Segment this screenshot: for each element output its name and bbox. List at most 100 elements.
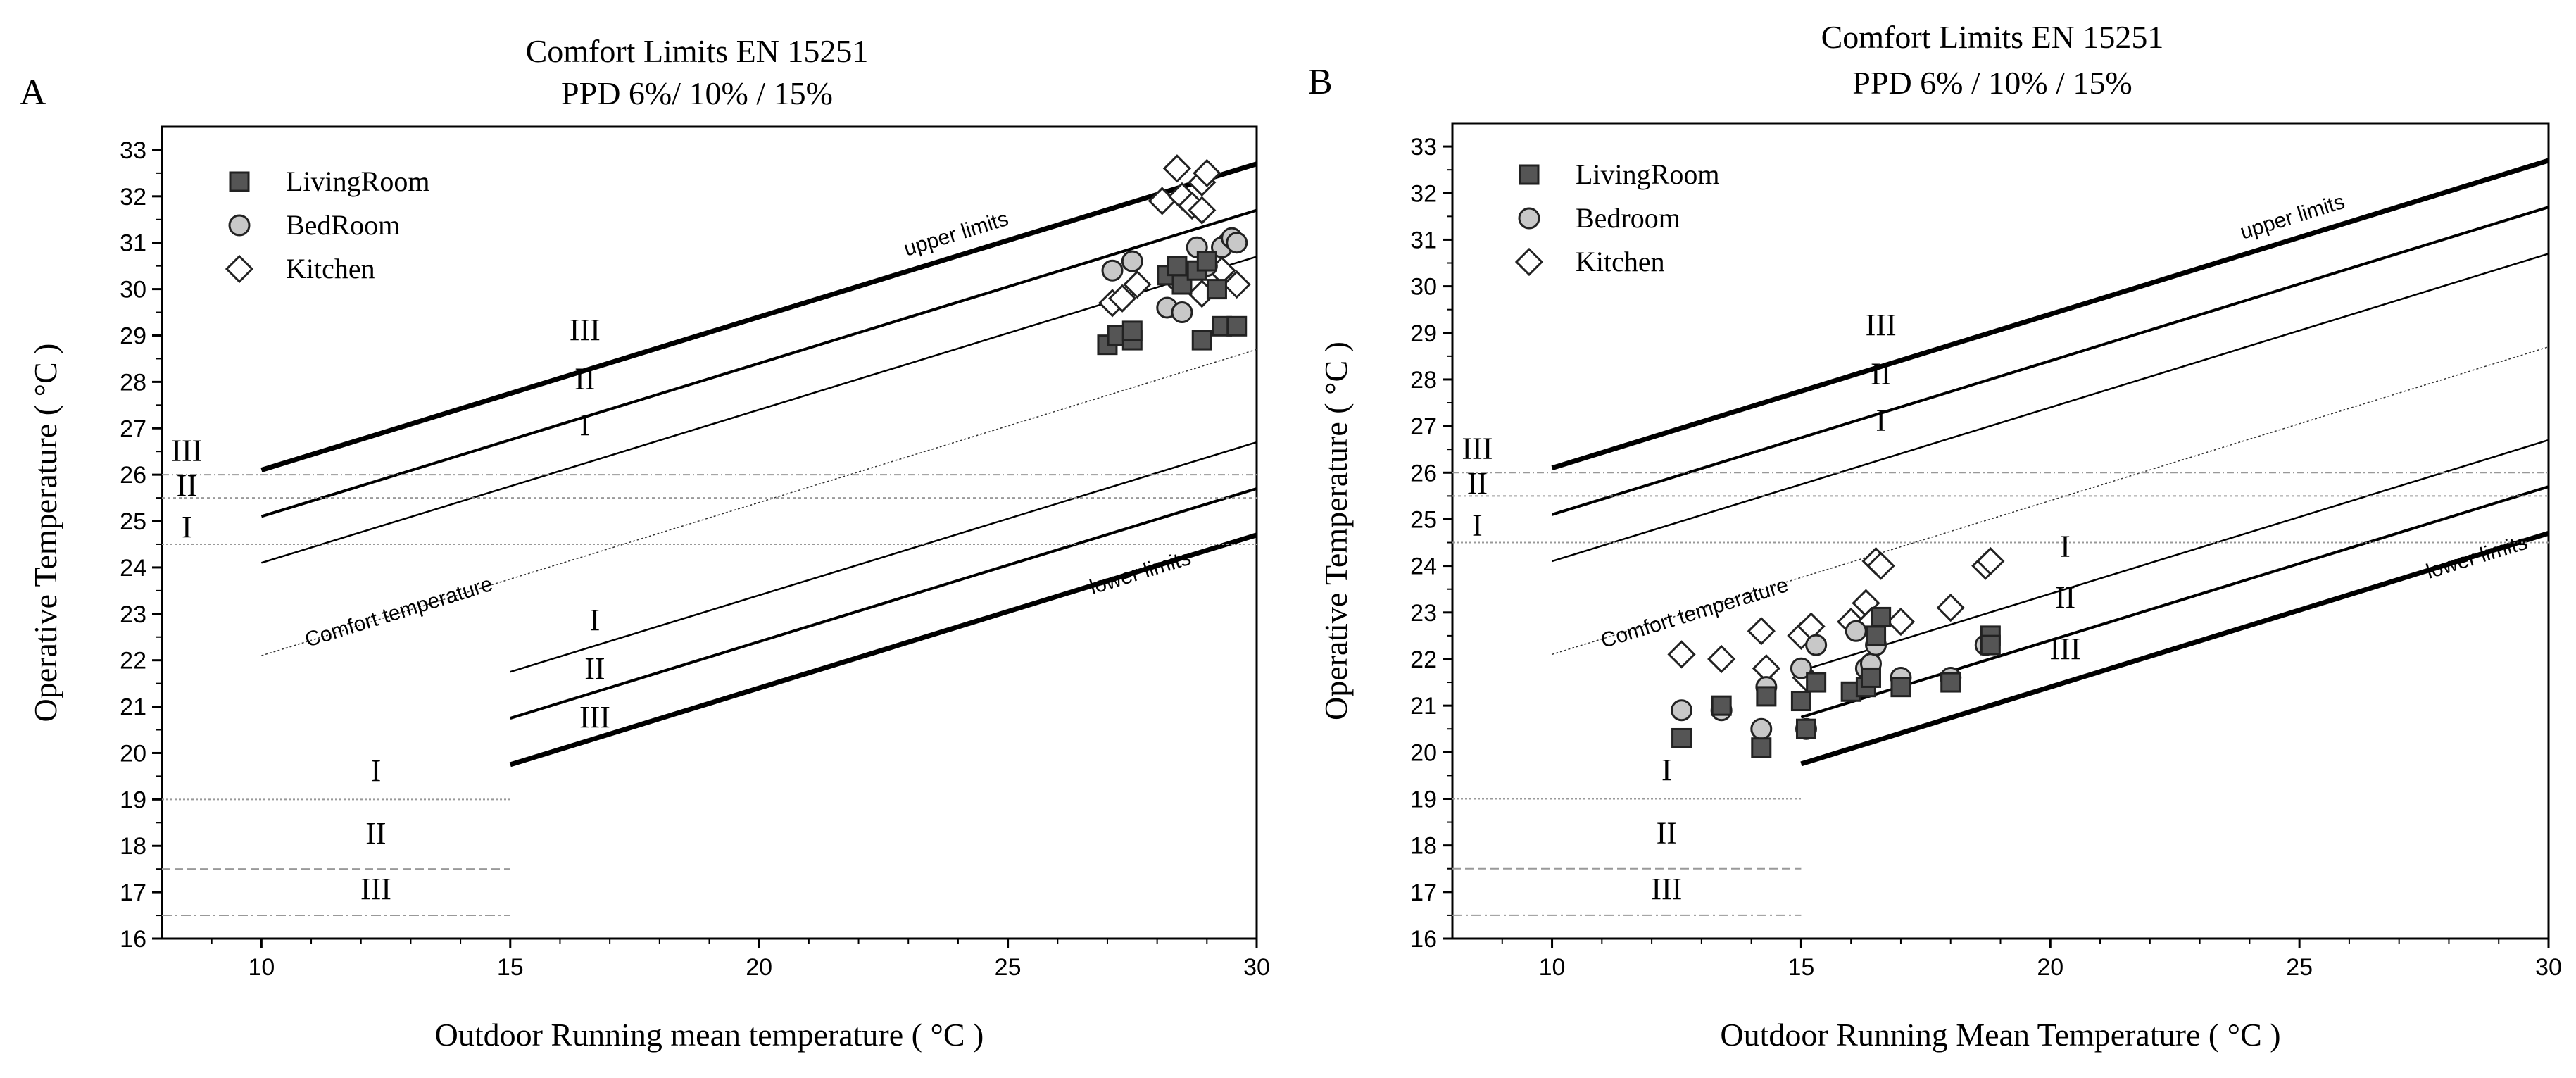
data-point: [1121, 250, 1143, 272]
data-point: [1845, 620, 1867, 642]
y-tick-label: 19: [120, 786, 146, 813]
limit-line-upper-II: [1551, 206, 2549, 516]
upper-class-label: I: [579, 408, 590, 442]
lower-class-label: III: [2050, 632, 2081, 666]
legend-label: LivingRoom: [1576, 158, 1719, 190]
upper-class-label: III: [570, 313, 601, 347]
winter-class-label: I: [1661, 753, 1672, 787]
data-point: [1795, 718, 1816, 739]
data-point: [1162, 154, 1192, 183]
chart-title: Comfort Limits EN 15251: [526, 33, 869, 69]
y-tick-label: 26: [1410, 460, 1437, 487]
y-tick-label: 28: [120, 369, 146, 396]
x-axis-label: Outdoor Running mean temperature ( °C ): [435, 1017, 984, 1053]
x-tick-label: 15: [497, 954, 524, 981]
upper-limits-label: upper limits: [901, 207, 1011, 261]
data-point: [1196, 251, 1217, 272]
data-point: [1976, 546, 2005, 576]
winter-class-label: II: [365, 816, 386, 851]
y-tick-label: 27: [120, 415, 146, 442]
lower-class-label: I: [590, 603, 601, 637]
summer-class-label: I: [182, 510, 192, 544]
data-point: [1171, 301, 1193, 324]
y-tick-label: 22: [120, 648, 146, 675]
x-tick-label: 25: [2286, 954, 2313, 981]
legend-marker: [1519, 164, 1540, 185]
legend-marker: [225, 254, 254, 284]
limit-line-upper-II: [260, 208, 1257, 518]
y-tick-label: 28: [1410, 367, 1437, 394]
data-point: [1890, 677, 1911, 698]
data-point: [1108, 284, 1137, 313]
x-tick-label: 20: [2037, 954, 2063, 981]
data-point: [1121, 320, 1143, 341]
winter-class-label: I: [371, 753, 382, 788]
data-point: [1805, 634, 1828, 656]
chart-title: Comfort Limits EN 15251: [1821, 19, 2164, 55]
summer-class-label: II: [177, 468, 197, 503]
chart-panel-b: B Comfort Limits EN 15251 PPD 6% / 10% / 1…: [1308, 19, 2562, 1053]
winter-class-label: III: [1651, 872, 1682, 906]
y-tick-label: 16: [1410, 926, 1437, 953]
limit-line-upper-I: [1552, 253, 2549, 563]
data-point: [1707, 644, 1736, 674]
data-point: [1747, 617, 1776, 646]
limit-line-lower-I: [1801, 439, 2549, 672]
legend-marker: [1514, 247, 1544, 277]
y-tick-label: 25: [1410, 506, 1437, 533]
data-point: [1667, 640, 1696, 669]
data-point: [1226, 315, 1248, 337]
limit-line-upper-I: [260, 256, 1257, 564]
winter-class-label: II: [1657, 815, 1677, 850]
data-point: [1188, 196, 1217, 225]
comfort-temperature-label: Comfort temperature: [302, 572, 495, 652]
data-point: [1936, 594, 1965, 622]
limit-lines: [1452, 158, 2549, 916]
limit-line-comfort: [1552, 346, 2549, 656]
upper-class-label: II: [1871, 357, 1891, 391]
data-point: [1206, 279, 1227, 300]
lower-limits-label: lower limits: [2423, 531, 2530, 584]
data-point: [1756, 686, 1777, 707]
data-point: [1790, 691, 1811, 712]
x-axis-label: Outdoor Running Mean Temperature ( °C ): [1720, 1017, 2280, 1053]
limit-line-upper-III: [1551, 158, 2549, 471]
legend-marker: [1518, 207, 1540, 230]
series-livingroom: [1097, 251, 1248, 356]
data-point: [1750, 717, 1773, 740]
data-point: [1671, 727, 1692, 748]
data-point: [1840, 681, 1861, 702]
y-tick-label: 29: [120, 322, 146, 349]
data-point: [1226, 232, 1248, 254]
plot-frame: [161, 125, 1258, 940]
limit-line-upper-III: [260, 161, 1257, 472]
chart-subtitle: PPD 6%/ 10% / 15%: [561, 75, 833, 111]
series-livingroom: [1671, 606, 2001, 758]
y-tick-label: 17: [1410, 879, 1437, 906]
summer-class-label: III: [1462, 431, 1493, 465]
lower-class-label: II: [584, 651, 605, 686]
chart-subtitle: PPD 6% / 10% / 15%: [1852, 65, 2132, 101]
y-tick-label: 21: [1410, 693, 1437, 720]
lower-limits-label: lower limits: [1087, 546, 1194, 599]
y-tick-label: 26: [120, 462, 146, 489]
summer-class-label: I: [1472, 508, 1483, 543]
limit-lines: [162, 161, 1257, 917]
lower-class-label: I: [2060, 529, 2071, 563]
data-point: [1866, 625, 1887, 646]
data-point: [1101, 259, 1124, 282]
data-point: [1123, 270, 1152, 299]
data-point: [1866, 551, 1895, 580]
legend-label: BedRoom: [286, 209, 400, 241]
x-tick-label: 30: [1243, 954, 1270, 981]
limit-line-lower-II: [1800, 485, 2549, 719]
y-tick-label: 32: [120, 184, 146, 211]
legend-marker: [228, 214, 251, 237]
data-point: [1806, 672, 1827, 693]
data-point: [1711, 695, 1732, 716]
panel-label: A: [20, 73, 46, 113]
y-tick-label: 30: [120, 277, 146, 303]
y-axis-label: Operative Temperature ( °C ): [1318, 341, 1354, 720]
limit-line-comfort: [261, 349, 1257, 656]
x-tick-label: 25: [995, 954, 1022, 981]
